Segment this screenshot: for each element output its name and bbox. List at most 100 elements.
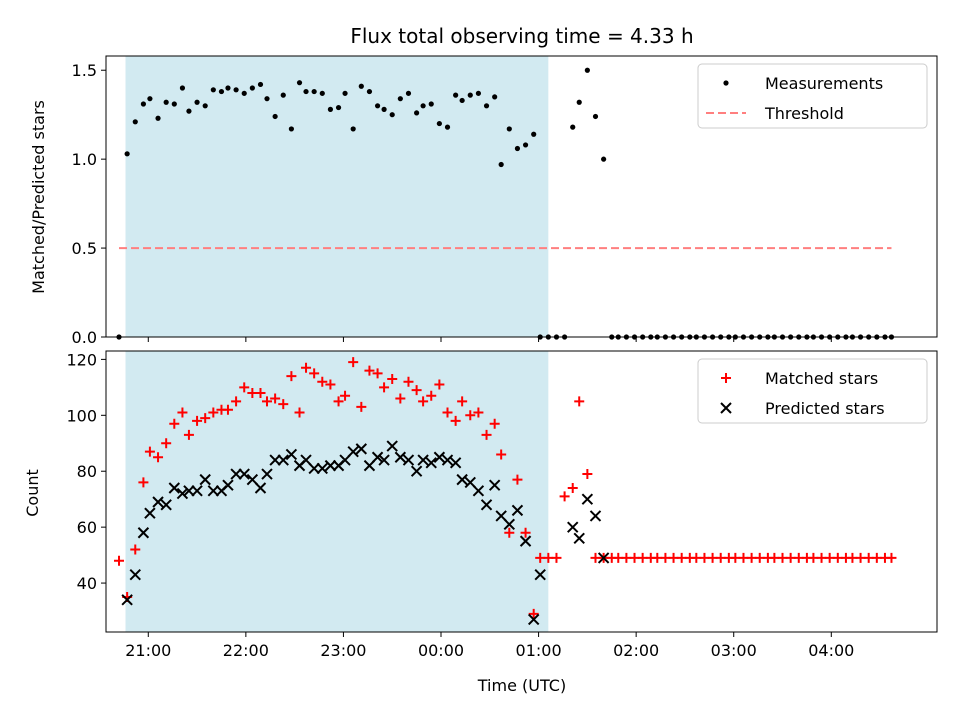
data-point [473, 407, 484, 418]
shaded-observing-interval [125, 56, 549, 337]
chart-title: Flux total observing time = 4.33 h [350, 24, 693, 48]
data-point [296, 80, 303, 86]
data-point [309, 368, 320, 379]
data-point [261, 468, 273, 480]
data-point [129, 568, 141, 581]
plot-layer: 0.0 0.5 1.0 1.5 Measurements Threshold 40 60 80 1… [66, 55, 938, 660]
data-point [414, 110, 420, 116]
data-point [121, 594, 133, 606]
data-point [534, 568, 546, 581]
y-tick-label: 100 [66, 406, 97, 425]
data-point [324, 459, 337, 472]
data-point [436, 120, 442, 127]
data-point [261, 396, 272, 407]
data-point [348, 357, 359, 368]
x-tick-label: 21:00 [125, 641, 171, 660]
data-point [506, 126, 512, 132]
top-panel: 0.0 0.5 1.0 1.5 Measurements Threshold [72, 55, 938, 347]
legend-marker [723, 80, 729, 86]
data-point [428, 101, 434, 107]
data-point [371, 451, 384, 463]
data-point [410, 465, 423, 477]
data-point [264, 96, 270, 102]
data-point [342, 90, 348, 96]
y-tick-label: 0.0 [72, 328, 97, 347]
data-point [522, 142, 529, 148]
data-point [130, 544, 141, 555]
data-point [277, 454, 289, 466]
data-point [514, 145, 521, 152]
data-point [179, 85, 186, 91]
legend-box [697, 63, 928, 129]
data-point [272, 113, 278, 120]
x-tick-label: 03:00 [711, 641, 757, 660]
data-point [140, 101, 147, 107]
data-point [489, 418, 500, 429]
data-point [433, 451, 446, 463]
data-point [138, 477, 149, 488]
data-point [222, 479, 234, 491]
data-point [278, 399, 289, 410]
data-point [222, 404, 233, 415]
data-point [303, 88, 309, 95]
data-point [161, 438, 172, 449]
y-tick-label: 1.5 [72, 61, 97, 80]
data-point [472, 485, 485, 497]
data-point [280, 92, 286, 98]
x-tick-label: 23:00 [320, 641, 366, 660]
legend-label: Predicted stars [765, 399, 885, 418]
data-point [570, 124, 576, 130]
legend-box [697, 358, 928, 424]
y-tick-label: 0.5 [72, 239, 97, 258]
data-point [194, 99, 200, 105]
data-point [355, 443, 368, 455]
data-point [335, 104, 342, 111]
data-point [456, 473, 468, 486]
data-point [374, 103, 381, 109]
data-point [152, 496, 164, 508]
data-point [340, 390, 351, 401]
data-point [192, 415, 203, 426]
data-point [218, 88, 225, 95]
data-point [350, 126, 356, 132]
axes-frame [105, 350, 938, 633]
data-point [520, 527, 531, 538]
data-point [519, 535, 532, 547]
data-point [233, 87, 239, 93]
data-point [381, 106, 387, 112]
data-point [573, 532, 585, 545]
data-point [426, 390, 437, 401]
data-point [358, 83, 364, 89]
data-point [171, 101, 177, 107]
series-measurements [116, 67, 895, 340]
data-point [403, 376, 414, 387]
data-point [160, 499, 172, 511]
data-point [132, 119, 138, 125]
data-point [567, 483, 578, 494]
data-point [411, 385, 422, 396]
data-point [319, 90, 325, 96]
data-point [364, 365, 375, 376]
data-point [886, 552, 897, 563]
data-point [481, 429, 492, 440]
data-point [386, 440, 398, 452]
data-point [286, 371, 297, 382]
data-point [581, 493, 594, 505]
data-point [597, 552, 610, 564]
top-y-axis-label: Matched/Predicted stars [29, 100, 48, 294]
data-point [366, 88, 373, 95]
data-point [210, 87, 216, 93]
bottom-panel: 40 60 80 100 120 21:00 22:00 23:00 00:00 01:00 02:… [66, 350, 938, 660]
data-point [147, 96, 153, 102]
y-tick-label: 1.0 [72, 150, 97, 169]
data-point [395, 393, 406, 404]
data-point [155, 115, 161, 121]
data-point [249, 85, 255, 91]
data-point [589, 510, 602, 522]
data-point [254, 482, 267, 494]
data-point [238, 468, 250, 480]
data-point [124, 151, 130, 157]
data-point [582, 469, 593, 480]
data-point [527, 613, 540, 626]
x-axis-label: Time (UTC) [477, 676, 566, 695]
